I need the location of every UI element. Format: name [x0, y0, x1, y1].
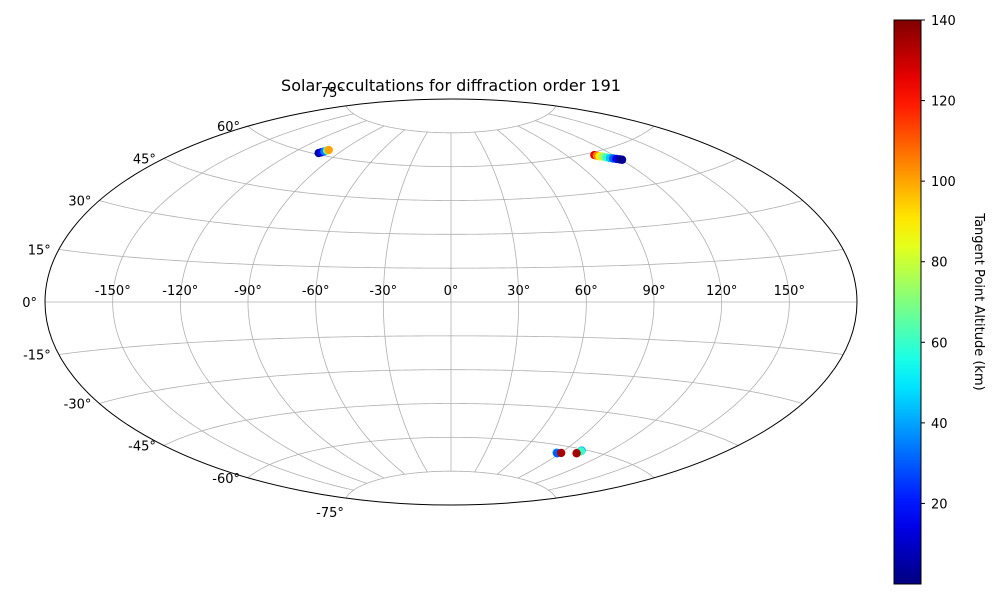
longitude-tick-label: 30°	[507, 284, 530, 299]
parallel-line	[58, 335, 844, 355]
colorbar-tick-label: 120	[931, 95, 956, 110]
data-point	[324, 145, 333, 155]
scatter-points	[314, 145, 627, 458]
latitude-tick-label: -75°	[316, 506, 344, 521]
longitude-tick-label: -120°	[162, 284, 198, 299]
longitude-tick-label: 60°	[575, 284, 598, 299]
parallel-line	[345, 470, 557, 499]
colorbar-label: Tangent Point Altitude (km)	[971, 212, 986, 390]
parallel-line	[345, 105, 557, 134]
colorbar-tick-label: 60	[931, 336, 948, 351]
longitude-tick-label: -60°	[302, 284, 330, 299]
latitude-tick-labels: -75° -60° -45° -30° -15° 0° 15° 30° 45° 60° 75°	[22, 86, 344, 521]
parallel-line	[247, 125, 655, 168]
graticule	[45, 105, 857, 499]
latitude-tick-label: -45°	[128, 440, 156, 455]
colorbar-tick-label: 100	[931, 175, 956, 190]
parallel-line	[163, 158, 739, 201]
latitude-tick-label: 60°	[217, 120, 240, 135]
colorbar-tick-label: 140	[931, 14, 956, 29]
parallel-line	[99, 200, 803, 235]
data-point	[572, 449, 581, 458]
colorbar-tick-label: 40	[931, 417, 948, 432]
data-point	[556, 448, 566, 458]
colorbar-tick-label: 80	[931, 256, 948, 271]
latitude-tick-label: 75°	[321, 86, 344, 101]
latitude-tick-label: -30°	[64, 398, 92, 413]
longitude-tick-label: -30°	[369, 284, 397, 299]
longitude-tick-labels: -150° -120° -90° -60° -30° 0° 30° 60° 90° 120° 150…	[95, 284, 805, 299]
longitude-tick-label: 150°	[774, 284, 805, 299]
data-point	[617, 155, 627, 164]
longitude-tick-label: -90°	[234, 284, 262, 299]
map-boundary	[44, 98, 858, 506]
latitude-tick-label: -15°	[23, 349, 51, 364]
longitude-tick-label: 0°	[444, 284, 459, 299]
colorbar	[893, 19, 922, 585]
latitude-tick-label: 45°	[133, 153, 156, 168]
latitude-tick-label: 15°	[28, 244, 51, 259]
latitude-tick-label: 0°	[22, 296, 37, 311]
longitude-tick-label: -150°	[95, 284, 131, 299]
parallel-line	[99, 369, 803, 404]
parallel-line	[58, 249, 844, 269]
longitude-tick-label: 120°	[706, 284, 737, 299]
latitude-tick-label: -60°	[212, 472, 240, 487]
parallel-line	[247, 436, 655, 479]
chart-title: Solar occultations for diffraction order…	[281, 76, 621, 95]
colorbar-tick-label: 20	[931, 497, 948, 512]
parallel-line	[163, 403, 739, 446]
longitude-tick-label: 90°	[642, 284, 665, 299]
latitude-tick-label: 30°	[68, 195, 91, 210]
colorbar-ticks: 20 40 60 80 100 120 140	[921, 14, 956, 512]
